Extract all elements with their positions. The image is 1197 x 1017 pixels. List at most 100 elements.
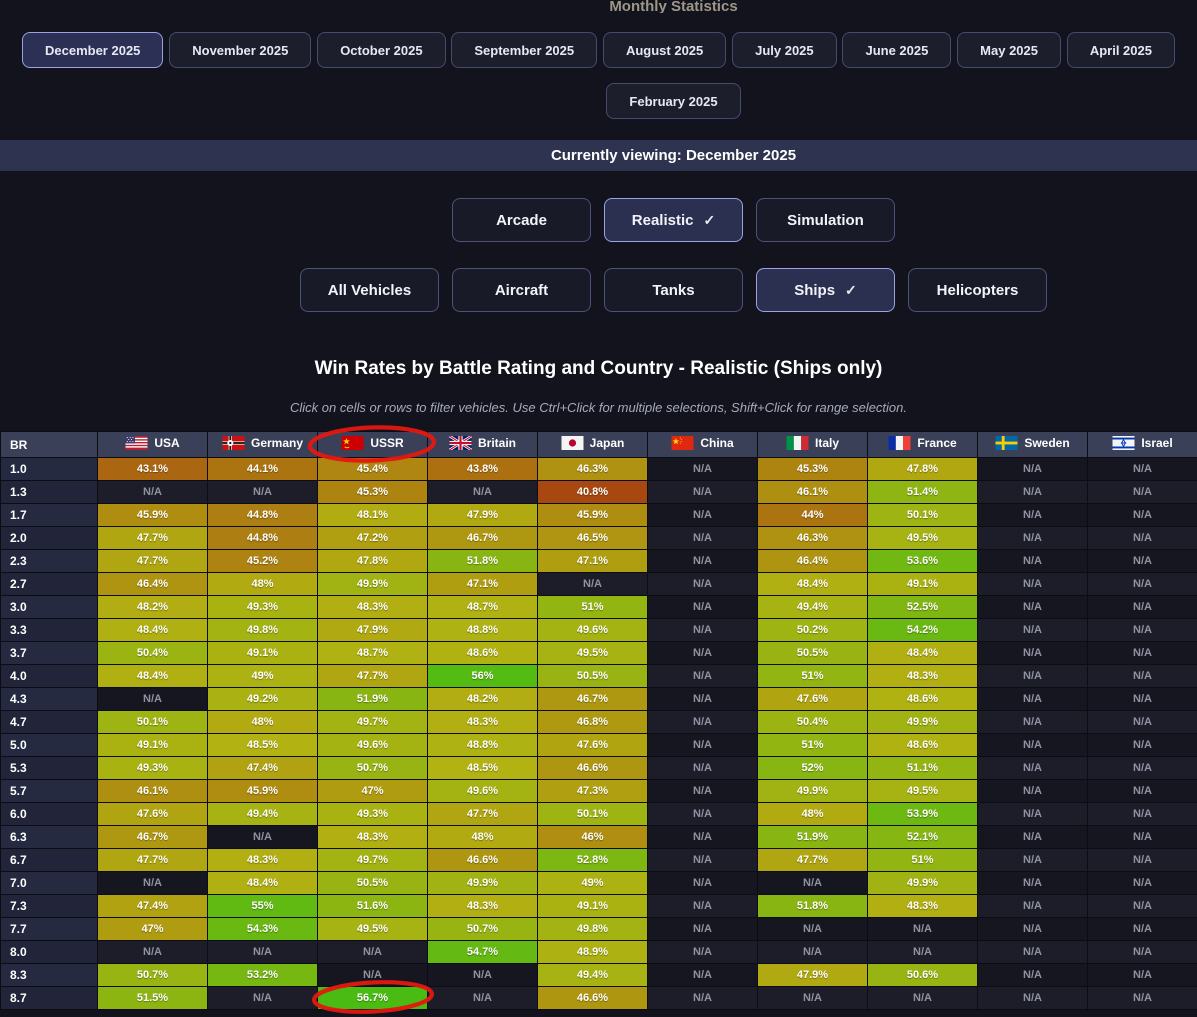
month-button-october-2025[interactable]: October 2025 bbox=[317, 32, 446, 68]
br-cell-3.3[interactable]: 3.3 bbox=[0, 618, 98, 642]
cell-japan-2.0[interactable]: 46.5% bbox=[537, 526, 648, 550]
cell-italy-2.3[interactable]: 46.4% bbox=[757, 549, 868, 573]
cell-italy-1.3[interactable]: 46.1% bbox=[757, 480, 868, 504]
cell-japan-3.3[interactable]: 49.6% bbox=[537, 618, 648, 642]
cell-germany-3.3[interactable]: 49.8% bbox=[207, 618, 318, 642]
cell-ussr-5.0[interactable]: 49.6% bbox=[317, 733, 428, 757]
cell-britain-4.0[interactable]: 56% bbox=[427, 664, 538, 688]
cell-japan-6.3[interactable]: 46% bbox=[537, 825, 648, 849]
cell-britain-1.0[interactable]: 43.8% bbox=[427, 457, 538, 481]
cell-ussr-5.7[interactable]: 47% bbox=[317, 779, 428, 803]
cell-germany-4.3[interactable]: 49.2% bbox=[207, 687, 318, 711]
cell-italy-5.3[interactable]: 52% bbox=[757, 756, 868, 780]
cell-ussr-7.0[interactable]: 50.5% bbox=[317, 871, 428, 895]
cell-ussr-2.0[interactable]: 47.2% bbox=[317, 526, 428, 550]
cell-france-1.0[interactable]: 47.8% bbox=[867, 457, 978, 481]
cell-italy-5.7[interactable]: 49.9% bbox=[757, 779, 868, 803]
cell-japan-7.3[interactable]: 49.1% bbox=[537, 894, 648, 918]
month-button-april-2025[interactable]: April 2025 bbox=[1066, 32, 1175, 68]
cell-usa-2.3[interactable]: 47.7% bbox=[97, 549, 208, 573]
cell-france-5.7[interactable]: 49.5% bbox=[867, 779, 978, 803]
cell-ussr-6.3[interactable]: 48.3% bbox=[317, 825, 428, 849]
column-header-britain[interactable]: Britain bbox=[427, 431, 538, 458]
cell-japan-1.3[interactable]: 40.8% bbox=[537, 480, 648, 504]
cell-italy-4.7[interactable]: 50.4% bbox=[757, 710, 868, 734]
cell-germany-3.0[interactable]: 49.3% bbox=[207, 595, 318, 619]
column-header-sweden[interactable]: Sweden bbox=[977, 431, 1088, 458]
cell-france-2.0[interactable]: 49.5% bbox=[867, 526, 978, 550]
cell-italy-3.0[interactable]: 49.4% bbox=[757, 595, 868, 619]
cell-france-1.3[interactable]: 51.4% bbox=[867, 480, 978, 504]
cell-germany-7.0[interactable]: 48.4% bbox=[207, 871, 318, 895]
column-header-ussr[interactable]: USSR bbox=[317, 431, 428, 458]
vehicle-button-helicopters[interactable]: Helicopters bbox=[908, 268, 1047, 312]
cell-france-4.3[interactable]: 48.6% bbox=[867, 687, 978, 711]
cell-britain-3.3[interactable]: 48.8% bbox=[427, 618, 538, 642]
cell-france-3.0[interactable]: 52.5% bbox=[867, 595, 978, 619]
br-cell-6.0[interactable]: 6.0 bbox=[0, 802, 98, 826]
cell-usa-6.7[interactable]: 47.7% bbox=[97, 848, 208, 872]
cell-france-4.7[interactable]: 49.9% bbox=[867, 710, 978, 734]
month-button-august-2025[interactable]: August 2025 bbox=[602, 32, 727, 68]
cell-japan-3.0[interactable]: 51% bbox=[537, 595, 648, 619]
column-header-france[interactable]: France bbox=[867, 431, 978, 458]
br-cell-2.3[interactable]: 2.3 bbox=[0, 549, 98, 573]
cell-japan-5.0[interactable]: 47.6% bbox=[537, 733, 648, 757]
month-button-september-2025[interactable]: September 2025 bbox=[451, 32, 598, 68]
cell-japan-1.7[interactable]: 45.9% bbox=[537, 503, 648, 527]
br-cell-7.3[interactable]: 7.3 bbox=[0, 894, 98, 918]
cell-britain-2.0[interactable]: 46.7% bbox=[427, 526, 538, 550]
cell-italy-7.3[interactable]: 51.8% bbox=[757, 894, 868, 918]
cell-france-1.7[interactable]: 50.1% bbox=[867, 503, 978, 527]
cell-japan-4.7[interactable]: 46.8% bbox=[537, 710, 648, 734]
cell-ussr-1.7[interactable]: 48.1% bbox=[317, 503, 428, 527]
cell-germany-6.7[interactable]: 48.3% bbox=[207, 848, 318, 872]
cell-ussr-7.7[interactable]: 49.5% bbox=[317, 917, 428, 941]
cell-italy-6.7[interactable]: 47.7% bbox=[757, 848, 868, 872]
mode-button-simulation[interactable]: Simulation bbox=[756, 198, 895, 242]
cell-britain-6.0[interactable]: 47.7% bbox=[427, 802, 538, 826]
cell-usa-8.3[interactable]: 50.7% bbox=[97, 963, 208, 987]
cell-germany-4.7[interactable]: 48% bbox=[207, 710, 318, 734]
br-cell-2.0[interactable]: 2.0 bbox=[0, 526, 98, 550]
column-header-italy[interactable]: Italy bbox=[757, 431, 868, 458]
cell-germany-2.3[interactable]: 45.2% bbox=[207, 549, 318, 573]
cell-japan-4.0[interactable]: 50.5% bbox=[537, 664, 648, 688]
cell-france-6.7[interactable]: 51% bbox=[867, 848, 978, 872]
br-cell-4.3[interactable]: 4.3 bbox=[0, 687, 98, 711]
cell-italy-3.7[interactable]: 50.5% bbox=[757, 641, 868, 665]
cell-france-7.0[interactable]: 49.9% bbox=[867, 871, 978, 895]
cell-france-4.0[interactable]: 48.3% bbox=[867, 664, 978, 688]
mode-button-arcade[interactable]: Arcade bbox=[452, 198, 591, 242]
br-cell-4.0[interactable]: 4.0 bbox=[0, 664, 98, 688]
cell-germany-1.0[interactable]: 44.1% bbox=[207, 457, 318, 481]
cell-britain-3.0[interactable]: 48.7% bbox=[427, 595, 538, 619]
cell-britain-4.7[interactable]: 48.3% bbox=[427, 710, 538, 734]
cell-ussr-4.0[interactable]: 47.7% bbox=[317, 664, 428, 688]
column-header-japan[interactable]: Japan bbox=[537, 431, 648, 458]
br-cell-3.0[interactable]: 3.0 bbox=[0, 595, 98, 619]
cell-germany-8.3[interactable]: 53.2% bbox=[207, 963, 318, 987]
cell-italy-4.0[interactable]: 51% bbox=[757, 664, 868, 688]
cell-britain-5.0[interactable]: 48.8% bbox=[427, 733, 538, 757]
mode-button-realistic[interactable]: Realistic ✓ bbox=[604, 198, 743, 242]
cell-germany-1.7[interactable]: 44.8% bbox=[207, 503, 318, 527]
cell-usa-6.3[interactable]: 46.7% bbox=[97, 825, 208, 849]
cell-japan-5.7[interactable]: 47.3% bbox=[537, 779, 648, 803]
cell-italy-2.0[interactable]: 46.3% bbox=[757, 526, 868, 550]
cell-germany-7.7[interactable]: 54.3% bbox=[207, 917, 318, 941]
vehicle-button-tanks[interactable]: Tanks bbox=[604, 268, 743, 312]
cell-ussr-3.7[interactable]: 48.7% bbox=[317, 641, 428, 665]
cell-britain-6.7[interactable]: 46.6% bbox=[427, 848, 538, 872]
cell-usa-2.7[interactable]: 46.4% bbox=[97, 572, 208, 596]
cell-britain-2.7[interactable]: 47.1% bbox=[427, 572, 538, 596]
cell-usa-7.3[interactable]: 47.4% bbox=[97, 894, 208, 918]
cell-ussr-7.3[interactable]: 51.6% bbox=[317, 894, 428, 918]
cell-france-3.7[interactable]: 48.4% bbox=[867, 641, 978, 665]
br-cell-7.0[interactable]: 7.0 bbox=[0, 871, 98, 895]
cell-germany-7.3[interactable]: 55% bbox=[207, 894, 318, 918]
month-button-november-2025[interactable]: November 2025 bbox=[169, 32, 312, 68]
br-cell-5.3[interactable]: 5.3 bbox=[0, 756, 98, 780]
cell-ussr-6.0[interactable]: 49.3% bbox=[317, 802, 428, 826]
cell-ussr-8.7[interactable]: 56.7% bbox=[317, 986, 428, 1010]
